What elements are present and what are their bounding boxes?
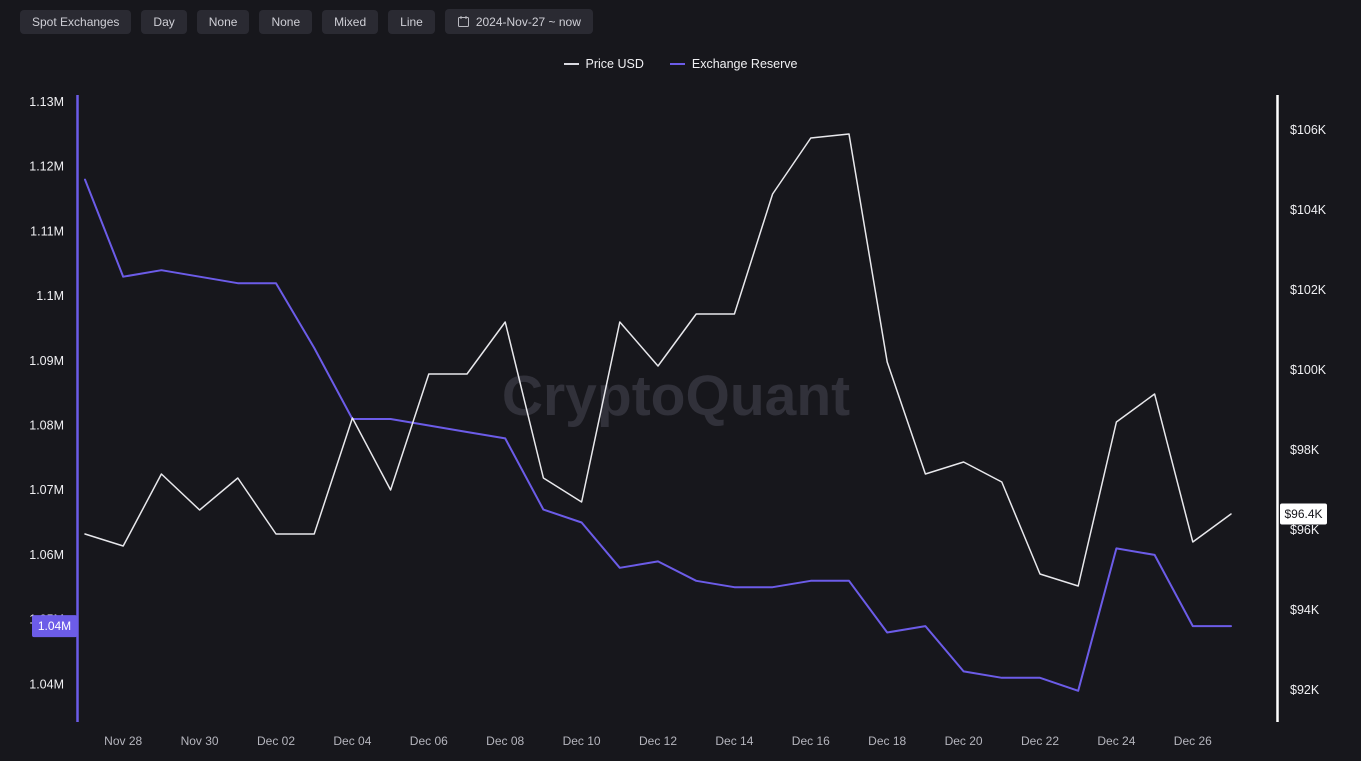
right-axis-tick: $98K — [1290, 443, 1320, 457]
scale-mixed-button[interactable]: Mixed — [322, 9, 379, 34]
x-axis-tick: Dec 02 — [257, 734, 295, 748]
x-axis-tick: Dec 12 — [639, 734, 677, 748]
legend-item-price-usd[interactable]: Price USD — [563, 57, 644, 71]
reserve-line-swatch — [669, 63, 685, 65]
x-axis-tick: Dec 16 — [792, 734, 830, 748]
date-range-label: 2024-Nov-27 ~ now — [475, 14, 581, 29]
x-axis-tick: Dec 20 — [945, 734, 983, 748]
right-axis-tick: $92K — [1290, 683, 1320, 697]
left-axis-tick: 1.06M — [29, 548, 64, 562]
price-line — [84, 133, 1232, 587]
interval-day-button[interactable]: Day — [141, 9, 187, 34]
legend-label-exchange-reserve: Exchange Reserve — [691, 57, 798, 71]
left-axis-tick: 1.07M — [29, 483, 64, 497]
option-none-button-2[interactable]: None — [259, 9, 313, 34]
watermark: CryptoQuant — [502, 364, 850, 428]
option-none-button-1[interactable]: None — [196, 9, 250, 34]
x-axis-tick: Dec 18 — [868, 734, 906, 748]
price-line-swatch — [563, 63, 579, 65]
right-axis-tick: $94K — [1290, 603, 1320, 617]
x-axis-tick: Dec 08 — [486, 734, 524, 748]
x-axis-tick: Dec 04 — [333, 734, 371, 748]
date-range-button[interactable]: 2024-Nov-27 ~ now — [444, 9, 593, 34]
price-value-badge — [1280, 503, 1327, 525]
reserve-line — [84, 178, 1232, 692]
x-axis-tick: Dec 26 — [1174, 734, 1212, 748]
right-axis-tick: $102K — [1290, 283, 1327, 297]
spot-exchanges-button[interactable]: Spot Exchanges — [20, 9, 132, 34]
x-axis-tick: Nov 30 — [181, 734, 219, 748]
legend-label-price-usd: Price USD — [585, 57, 644, 71]
chart-type-line-button[interactable]: Line — [388, 9, 435, 34]
left-axis-tick: 1.09M — [29, 354, 64, 368]
legend-item-exchange-reserve[interactable]: Exchange Reserve — [669, 57, 798, 71]
x-axis-tick: Dec 14 — [715, 734, 753, 748]
x-axis-tick: Dec 24 — [1097, 734, 1135, 748]
x-axis-tick: Dec 22 — [1021, 734, 1059, 748]
calendar-icon — [457, 15, 470, 28]
left-axis-tick: 1.08M — [29, 419, 64, 433]
x-axis-tick: Nov 28 — [104, 734, 142, 748]
price-value-badge-label: $96.4K — [1284, 507, 1322, 521]
x-axis-tick: Dec 10 — [563, 734, 601, 748]
right-axis-tick: $100K — [1290, 363, 1327, 377]
right-axis-tick: $106K — [1290, 123, 1327, 137]
right-axis-tick: $104K — [1290, 203, 1327, 217]
left-axis-tick: 1.1M — [36, 289, 64, 303]
right-axis-tick: $96K — [1290, 523, 1320, 537]
x-axis-tick: Dec 06 — [410, 734, 448, 748]
left-axis-tick: 1.12M — [29, 160, 64, 174]
chart-legend: Price USD Exchange Reserve — [0, 57, 1361, 71]
reserve-value-badge-label: 1.04M — [38, 619, 71, 633]
left-axis-tick: 1.04M — [29, 677, 64, 691]
reserve-value-badge — [32, 615, 77, 638]
left-axis-tick: 1.13M — [29, 95, 64, 109]
left-axis-tick: 1.11M — [30, 224, 64, 238]
toolbar: Spot Exchanges Day None None Mixed Line … — [20, 9, 593, 34]
